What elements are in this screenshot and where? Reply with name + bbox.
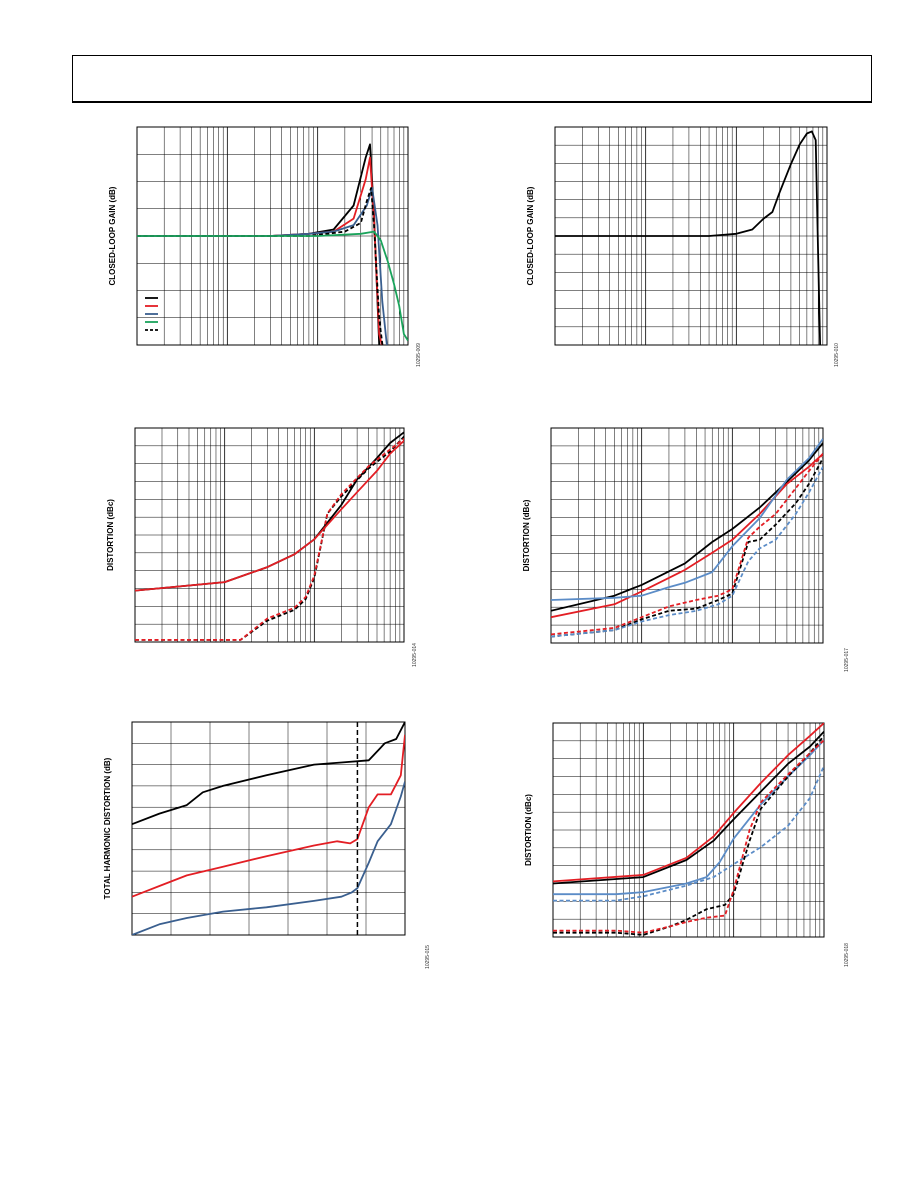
series-line-6 [553,739,824,934]
series-line-5 [553,735,824,936]
series-line-3 [137,187,388,345]
series-line-3 [551,438,823,601]
distortion-chart-3: DISTORTION (dBc) 10295-018 [524,722,850,967]
chart-grid [553,723,825,937]
figure-code: 10295-010 [834,343,840,367]
chart-grid [551,428,824,643]
page-header-box [72,55,872,103]
chart-grid [132,722,405,935]
series-line-2 [135,440,404,592]
figure-code: 10295-015 [425,945,431,969]
y-axis-label: DISTORTION (dBc) [524,794,533,866]
series-line-2 [132,734,405,898]
y-axis-label: CLOSED-LOOP GAIN (dB) [526,186,535,285]
series-line-2 [551,453,823,619]
figure-code: 10295-018 [844,943,850,967]
plot-frame [134,427,405,643]
series-line-2 [137,156,383,345]
distortion-chart-1: DISTORTION (dBc) 10295-014 [106,427,418,667]
figure-code: 10295-017 [844,648,850,672]
series-line-5 [551,453,823,636]
distortion-chart-2: DISTORTION (dBc) 10295-017 [522,427,850,672]
series-line-4 [137,187,384,345]
closed-loop-gain-chart-2: CLOSED-LOOP GAIN (dB) 10295-010 [526,126,840,367]
plot-frame [131,721,406,936]
series-line-2 [553,723,824,883]
series-line-4 [551,457,823,638]
series-line-1 [132,722,405,826]
plot-frame [550,427,824,644]
series-line-1 [555,130,822,345]
series-line-4 [135,437,404,641]
chart-grid [135,428,405,642]
y-axis-label: DISTORTION (dBc) [106,499,115,571]
total-harmonic-distortion-chart: TOTAL HARMONIC DISTORTION (dB) 10295-015 [103,721,431,969]
series-line-1 [551,442,823,612]
series-line-3 [553,739,824,896]
series-line-6 [551,466,823,638]
plot-frame [552,722,825,938]
series-line-3 [135,435,404,641]
y-axis-label: DISTORTION (dBc) [522,499,531,571]
series-line-3 [132,781,405,935]
figure-code: 10295-009 [416,343,422,367]
series-line-5 [137,230,408,342]
series-line-1 [137,143,381,345]
y-axis-label: CLOSED-LOOP GAIN (dB) [108,186,117,285]
figure-code: 10295-014 [412,643,418,667]
series-line-1 [553,730,824,885]
y-axis-label: TOTAL HARMONIC DISTORTION (dB) [103,757,112,899]
closed-loop-gain-chart-1: CLOSED-LOOP GAIN (dB) 10295-009 [108,126,422,367]
